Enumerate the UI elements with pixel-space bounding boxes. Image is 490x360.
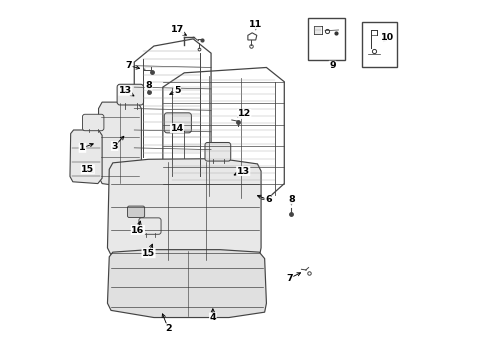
FancyBboxPatch shape bbox=[139, 218, 161, 234]
Text: 14: 14 bbox=[171, 124, 184, 133]
Text: 6: 6 bbox=[265, 195, 271, 204]
Text: 17: 17 bbox=[171, 26, 184, 35]
Polygon shape bbox=[98, 102, 142, 187]
Text: 15: 15 bbox=[142, 249, 155, 258]
Text: 13: 13 bbox=[237, 167, 250, 176]
FancyBboxPatch shape bbox=[308, 18, 345, 60]
Text: 1: 1 bbox=[79, 143, 86, 152]
Text: 8: 8 bbox=[288, 195, 295, 204]
Text: 16: 16 bbox=[131, 225, 145, 234]
Text: 4: 4 bbox=[210, 313, 216, 322]
Text: 7: 7 bbox=[125, 61, 132, 70]
FancyBboxPatch shape bbox=[164, 113, 192, 133]
Text: 2: 2 bbox=[165, 324, 172, 333]
Polygon shape bbox=[107, 249, 267, 318]
Text: 10: 10 bbox=[381, 33, 394, 42]
Text: 3: 3 bbox=[111, 141, 118, 150]
Polygon shape bbox=[107, 158, 261, 262]
Text: 8: 8 bbox=[145, 81, 152, 90]
Text: 5: 5 bbox=[174, 86, 180, 95]
FancyBboxPatch shape bbox=[127, 206, 145, 217]
FancyBboxPatch shape bbox=[205, 143, 231, 161]
Text: 13: 13 bbox=[119, 86, 132, 95]
Text: 11: 11 bbox=[249, 20, 262, 29]
Text: 7: 7 bbox=[286, 274, 293, 283]
FancyBboxPatch shape bbox=[362, 22, 397, 67]
Text: 12: 12 bbox=[238, 109, 251, 118]
Polygon shape bbox=[70, 130, 102, 184]
Text: 9: 9 bbox=[329, 61, 336, 70]
FancyBboxPatch shape bbox=[117, 84, 144, 105]
FancyBboxPatch shape bbox=[82, 114, 104, 131]
Text: 15: 15 bbox=[81, 165, 95, 174]
